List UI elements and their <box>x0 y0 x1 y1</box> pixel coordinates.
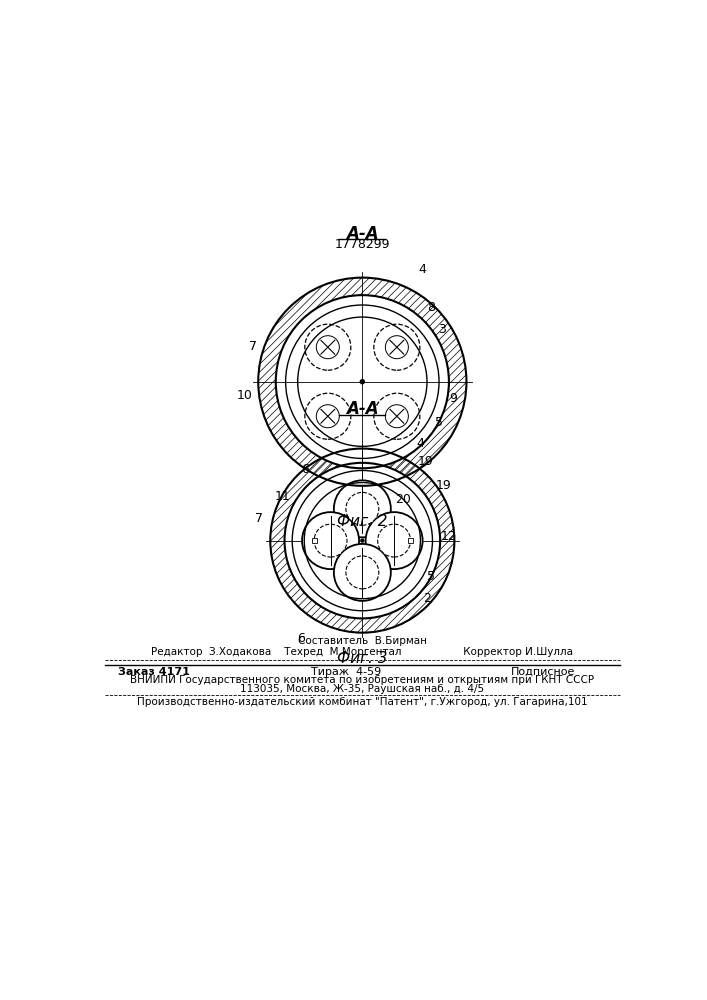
Text: 5: 5 <box>435 416 443 429</box>
Bar <box>312 538 317 543</box>
Text: Фиг. 3: Фиг. 3 <box>337 651 387 666</box>
Text: 1778299: 1778299 <box>334 238 390 251</box>
Text: 6: 6 <box>301 463 309 476</box>
Text: 6: 6 <box>297 632 305 645</box>
Circle shape <box>331 541 394 604</box>
Text: 9: 9 <box>449 392 457 405</box>
Text: А-А: А-А <box>346 400 379 418</box>
Bar <box>309 532 416 549</box>
Text: 19: 19 <box>436 479 451 492</box>
Circle shape <box>374 324 420 370</box>
Text: Подписное: Подписное <box>511 667 575 677</box>
Text: 5: 5 <box>427 570 435 583</box>
Circle shape <box>302 512 359 569</box>
Text: 12: 12 <box>441 530 457 543</box>
Circle shape <box>305 324 351 370</box>
Circle shape <box>366 512 423 569</box>
Circle shape <box>385 336 409 359</box>
Circle shape <box>276 295 449 468</box>
Circle shape <box>334 480 391 537</box>
Circle shape <box>305 393 351 439</box>
Text: 3: 3 <box>438 323 445 336</box>
Text: Составитель  В.Бирман: Составитель В.Бирман <box>298 636 427 646</box>
Text: 20: 20 <box>395 493 411 506</box>
Text: 19: 19 <box>417 455 433 468</box>
Circle shape <box>292 470 433 611</box>
Circle shape <box>299 509 362 572</box>
Text: 4: 4 <box>419 263 426 276</box>
Circle shape <box>286 305 439 458</box>
Circle shape <box>372 391 422 441</box>
Circle shape <box>314 524 347 557</box>
Text: 7: 7 <box>249 340 257 353</box>
Text: 4: 4 <box>416 437 423 450</box>
Circle shape <box>360 379 365 384</box>
Circle shape <box>331 478 394 540</box>
Circle shape <box>374 393 420 439</box>
Bar <box>354 487 371 594</box>
Text: 7: 7 <box>255 512 263 525</box>
Circle shape <box>360 538 365 543</box>
Circle shape <box>346 556 379 589</box>
Text: 10: 10 <box>237 389 252 402</box>
Text: А-А: А-А <box>346 225 379 243</box>
Text: Тираж  4-59: Тираж 4-59 <box>311 667 381 677</box>
Text: Заказ 4171: Заказ 4171 <box>118 667 190 677</box>
Circle shape <box>372 322 422 372</box>
Circle shape <box>385 405 409 428</box>
Bar <box>407 538 413 543</box>
Text: Фиг. 2: Фиг. 2 <box>337 514 387 529</box>
Circle shape <box>334 544 391 601</box>
Text: Производственно-издательский комбинат "Патент", г.Ужгород, ул. Гагарина,101: Производственно-издательский комбинат "П… <box>137 697 588 707</box>
Circle shape <box>363 509 426 572</box>
Circle shape <box>284 463 440 618</box>
Text: 11: 11 <box>275 490 291 503</box>
Text: ВНИИПИ Государственного комитета по изобретениям и открытиям при ГКНТ СССР: ВНИИПИ Государственного комитета по изоб… <box>130 675 595 685</box>
Text: Редактор  З.Ходакова    Техред  М.Моргентал                   Корректор И.Шулла: Редактор З.Ходакова Техред М.Моргентал К… <box>151 647 573 657</box>
Circle shape <box>303 391 353 441</box>
Text: 113035, Москва, Ж-35, Раушская наб., д. 4/5: 113035, Москва, Ж-35, Раушская наб., д. … <box>240 684 484 694</box>
Circle shape <box>303 322 353 372</box>
Circle shape <box>346 492 379 525</box>
Circle shape <box>316 405 339 428</box>
Circle shape <box>316 336 339 359</box>
Text: 8: 8 <box>427 301 435 314</box>
Circle shape <box>378 524 411 557</box>
Text: 2: 2 <box>423 592 431 605</box>
